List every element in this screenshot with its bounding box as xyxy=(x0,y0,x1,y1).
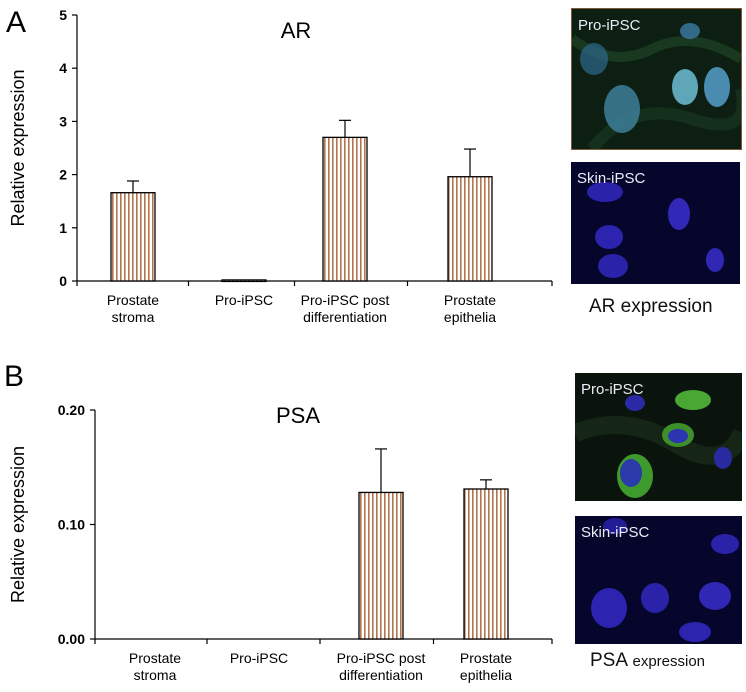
ar-pro-ipsc-image: Pro-iPSC xyxy=(571,8,742,150)
psa-bar xyxy=(358,491,404,640)
ar-bar xyxy=(221,279,267,283)
psa-category-label: Pro-iPSC xyxy=(230,650,288,666)
ar-pro-ipsc-cells xyxy=(572,9,741,149)
ar-bar xyxy=(110,192,156,282)
ar-category-label-line: differentiation xyxy=(303,309,387,325)
psa-skin-ipsc-label: Skin-iPSC xyxy=(581,524,650,541)
ar-bar xyxy=(322,136,368,282)
ar-y-tick-label: 5 xyxy=(59,7,67,23)
psa-category-label-line: stroma xyxy=(134,667,177,683)
ar-skin-ipsc-label: Skin-iPSC xyxy=(577,170,646,187)
psa-pro-ipsc-cells xyxy=(575,373,742,501)
ar-skin-ipsc-image: Skin-iPSC xyxy=(571,162,740,284)
ar-category-label-line: Prostate xyxy=(107,292,159,308)
psa-y-tick-label: 0.20 xyxy=(58,402,85,418)
ar-category-label-line: Pro-iPSC xyxy=(215,292,273,308)
psa-y-axis-label: Relative expression xyxy=(8,446,28,603)
psa-y-tick-label: 0.10 xyxy=(58,517,85,533)
ar-panel-label: A xyxy=(6,6,26,39)
ar-category-label: Pro-iPSC xyxy=(215,292,273,308)
ar-chart-title: AR xyxy=(281,18,312,43)
psa-skin-ipsc-image: Skin-iPSC xyxy=(575,516,742,644)
ar-category-label-line: Prostate xyxy=(444,292,496,308)
psa-caption-small: expression xyxy=(632,653,706,670)
ar-y-tick-label: 0 xyxy=(59,273,67,289)
ar-category-label: Prostate stroma xyxy=(107,292,159,325)
psa-bar xyxy=(463,488,509,640)
psa-category-label-line: epithelia xyxy=(460,667,512,683)
psa-skin-ipsc-cells xyxy=(575,516,742,644)
psa-category-label-line: Pro-iPSC xyxy=(230,650,288,666)
ar-pro-ipsc-label: Pro-iPSC xyxy=(578,17,641,34)
psa-caption-main: PSA xyxy=(590,650,629,671)
psa-category-label-line: Pro-iPSC post xyxy=(337,650,426,666)
psa-category-label: Prostate stroma xyxy=(129,650,181,683)
psa-panel-label: B xyxy=(4,360,24,393)
chart-psa: B PSA Relative expression 0.00 0.10 0.20 Prost… xyxy=(4,360,553,683)
ar-y-tick-label: 1 xyxy=(59,220,67,236)
ar-category-label-line: stroma xyxy=(112,309,155,325)
psa-category-label: Pro-iPSC post differentiation xyxy=(337,650,426,683)
ar-bar xyxy=(447,176,493,282)
ar-expression-caption: AR expression xyxy=(589,296,713,317)
ar-y-tick-label: 2 xyxy=(59,167,67,183)
ar-category-label: Pro-iPSC post differentiation xyxy=(301,292,390,325)
psa-category-label: Prostate epithelia xyxy=(460,650,512,683)
psa-pro-ipsc-label: Pro-iPSC xyxy=(581,381,644,398)
ar-y-tick-label: 4 xyxy=(59,60,67,76)
ar-category-label-line: epithelia xyxy=(444,309,496,325)
ar-y-axis-label: Relative expression xyxy=(8,69,28,226)
psa-chart-title: PSA xyxy=(276,403,320,428)
psa-category-label-line: differentiation xyxy=(339,667,423,683)
psa-category-label-line: Prostate xyxy=(460,650,512,666)
ar-category-label: Prostate epithelia xyxy=(444,292,496,325)
ar-skin-ipsc-cells xyxy=(571,162,740,284)
psa-y-tick-label: 0.00 xyxy=(58,631,85,647)
ar-y-tick-label: 3 xyxy=(59,113,67,129)
ar-category-label-line: Pro-iPSC post xyxy=(301,292,390,308)
psa-expression-caption: PSA expression xyxy=(590,650,705,672)
psa-pro-ipsc-image: Pro-iPSC xyxy=(575,373,742,501)
psa-category-label-line: Prostate xyxy=(129,650,181,666)
